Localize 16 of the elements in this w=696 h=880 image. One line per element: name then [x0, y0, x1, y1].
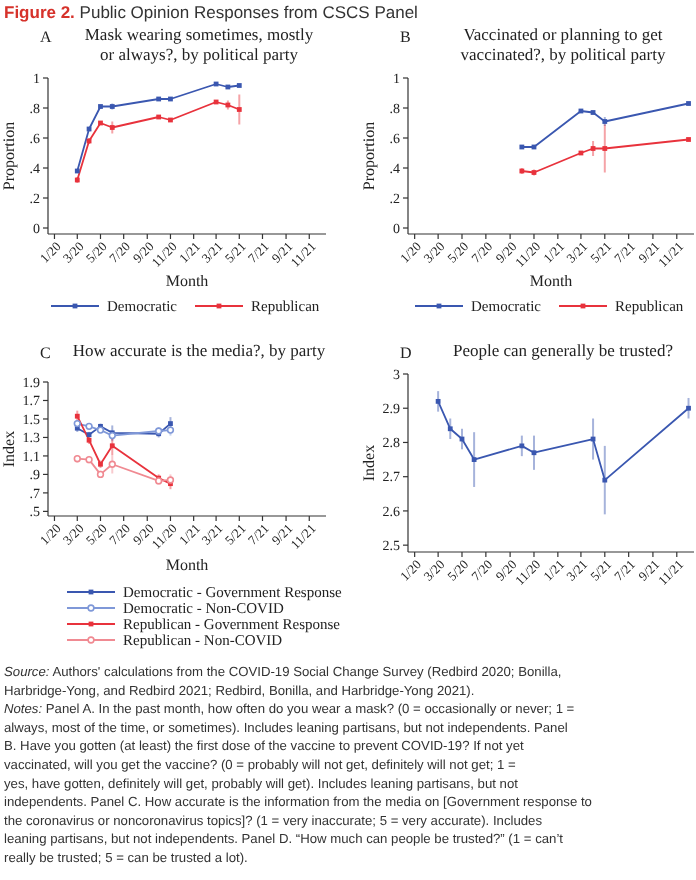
text: D — [400, 344, 412, 362]
text: A — [40, 28, 52, 46]
x-axis-title: Month — [165, 556, 209, 574]
text: B — [400, 28, 411, 46]
chart-title: Vaccinated or planning to get vaccinated?, by political party — [460, 24, 667, 64]
chart-title: Mask wearing sometimes, mostly or always?, by political party — [84, 24, 315, 64]
y-axis-title: Index — [360, 444, 378, 482]
y-axis-title: Proportion — [0, 121, 18, 191]
x-axis-title: Month — [529, 272, 573, 290]
y-axis-title: Proportion — [360, 121, 378, 191]
text: C — [40, 344, 51, 362]
text: Figure 2. Public Opinion Responses from CSCS Panel — [4, 2, 419, 22]
chart-title: How accurate is the media?, by party — [72, 340, 327, 360]
chart-title: People can generally be trusted? — [453, 340, 674, 360]
y-axis-title: Index — [0, 430, 18, 468]
x-axis-title: Month — [165, 272, 209, 290]
